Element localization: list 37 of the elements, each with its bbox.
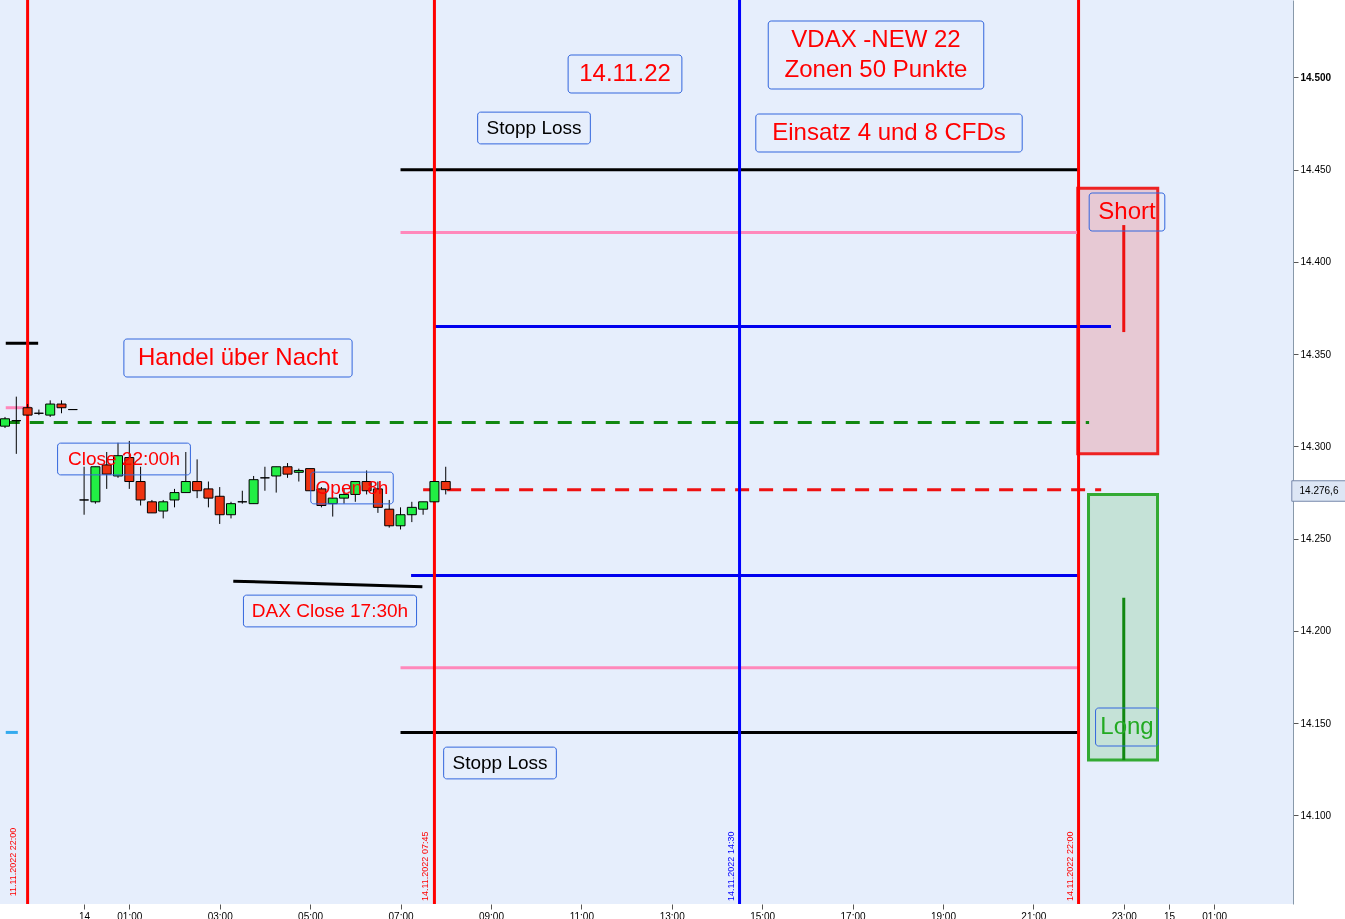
x-tick-label: 03:00 — [207, 910, 234, 919]
ref-line-label: 14.11.2022 07:45 — [420, 831, 431, 901]
x-tick-label: 15 — [1163, 910, 1176, 919]
y-tick-label: 14.100 — [1300, 809, 1332, 821]
x-tick-label: 23:00 — [1111, 910, 1138, 919]
y-tick-label: 14.150 — [1300, 717, 1332, 729]
x-tick-label: 01:00 — [1202, 910, 1228, 919]
y-tick-label: 14.350 — [1300, 348, 1332, 360]
ref-line-label: 14.11.2022 14:30 — [725, 831, 736, 901]
annotation: DAX Close 17:30h — [251, 600, 409, 621]
ref-line-label: 14.11.2022 22:00 — [1064, 831, 1075, 901]
annotation: Stopp Loss — [486, 117, 582, 138]
x-tick-label: 21:00 — [1021, 910, 1047, 919]
annotation: Handel über Nacht — [137, 343, 339, 370]
x-tick-label: 15:00 — [750, 910, 776, 919]
annotation: 11.11.2022 22:00 — [8, 827, 18, 897]
text: 14.276,6 — [1299, 485, 1339, 496]
y-tick-label: 14.300 — [1300, 440, 1332, 452]
annotation: Einsatz 4 und 8 CFDs — [772, 118, 1006, 145]
x-tick-label: 17:00 — [840, 910, 866, 919]
x-tick-label: 19:00 — [930, 910, 957, 919]
y-tick-label: 14.200 — [1300, 625, 1332, 637]
y-tick-label: 14.250 — [1300, 533, 1332, 545]
y-tick-label: 14.500 — [1300, 71, 1332, 83]
x-tick-label: 09:00 — [478, 910, 505, 919]
annotation: VDAX -NEW 22 Zonen 50 Punkte — [784, 25, 968, 82]
x-tick-label: 01:00 — [117, 910, 143, 919]
annotation: 14.11.22 — [579, 59, 671, 86]
y-tick-label: 14.400 — [1300, 256, 1332, 268]
annotation: Stopp Loss — [452, 752, 548, 773]
y-tick-label: 14.450 — [1300, 164, 1332, 176]
x-tick-label: 07:00 — [388, 910, 414, 919]
x-tick-label: 11:00 — [569, 910, 595, 919]
x-tick-label: 05:00 — [298, 910, 324, 919]
x-tick-label: 14 — [79, 910, 91, 919]
x-tick-label: 13:00 — [659, 910, 686, 919]
annotation: Short — [1098, 197, 1157, 224]
